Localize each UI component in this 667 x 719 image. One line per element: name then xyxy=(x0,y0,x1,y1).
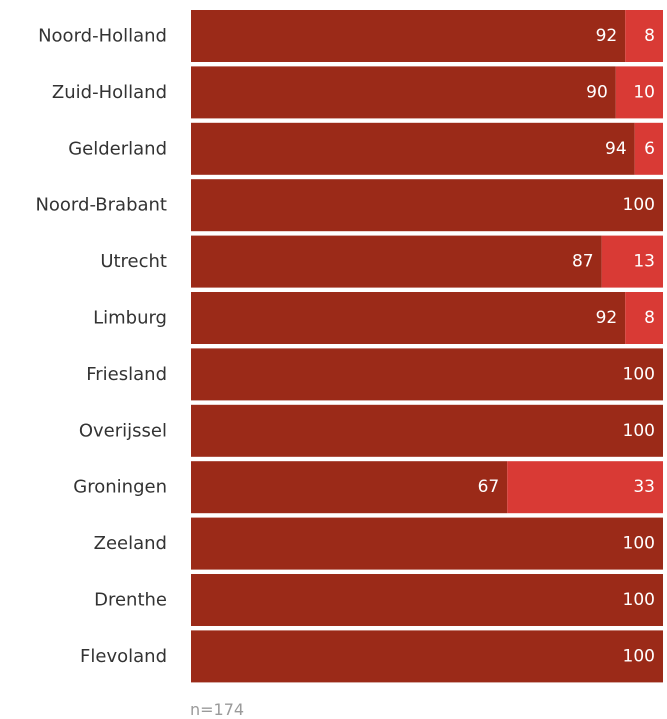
category-label: Groningen xyxy=(73,477,167,498)
bar-segment-1 xyxy=(191,574,663,626)
category-label: Zeeland xyxy=(94,533,167,554)
data-label: 100 xyxy=(623,364,655,384)
data-label: 87 xyxy=(572,252,594,272)
bar-segment-1 xyxy=(191,630,663,683)
bar-segment-1 xyxy=(191,179,663,232)
category-label: Limburg xyxy=(93,308,167,329)
bar-segment-2 xyxy=(507,461,663,514)
category-label: Gelderland xyxy=(68,138,167,159)
data-label: 10 xyxy=(633,82,655,102)
data-label: 100 xyxy=(623,421,655,441)
data-label: 8 xyxy=(644,26,655,46)
data-label: 90 xyxy=(586,82,608,102)
data-label: 100 xyxy=(623,590,655,610)
data-label: 6 xyxy=(644,139,655,159)
data-label: 13 xyxy=(633,252,655,272)
category-label: Overijssel xyxy=(79,420,167,441)
data-label: 100 xyxy=(623,646,655,666)
category-label: Noord-Brabant xyxy=(35,195,167,216)
bar-segment-1 xyxy=(191,235,602,288)
data-label: 100 xyxy=(623,534,655,554)
data-label: 33 xyxy=(633,477,655,497)
bar-segment-1 xyxy=(191,404,663,457)
sample-size-note: n=174 xyxy=(190,700,245,719)
data-label: 92 xyxy=(596,308,618,328)
bar-segment-1 xyxy=(191,517,663,570)
category-label: Friesland xyxy=(86,364,167,385)
bar-segment-1 xyxy=(191,292,626,344)
data-label: 67 xyxy=(478,477,500,497)
bar-segment-2 xyxy=(625,10,663,62)
bar-segment-2 xyxy=(615,66,663,119)
bar-segment-2 xyxy=(625,292,663,344)
bar-segment-1 xyxy=(191,122,635,175)
bar-segment-1 xyxy=(191,10,626,62)
bar-segment-1 xyxy=(191,461,508,514)
category-label: Zuid-Holland xyxy=(52,82,167,103)
data-label: 8 xyxy=(644,308,655,328)
category-label: Noord-Holland xyxy=(38,26,167,47)
category-label: Flevoland xyxy=(80,646,167,667)
bar-segment-2 xyxy=(601,235,663,288)
bar-segment-1 xyxy=(191,66,616,119)
data-label: 92 xyxy=(596,26,618,46)
data-label: 94 xyxy=(605,139,627,159)
data-label: 100 xyxy=(623,195,655,215)
bar-segment-1 xyxy=(191,348,663,401)
bar-segment-2 xyxy=(634,122,663,175)
category-label: Drenthe xyxy=(94,590,167,611)
category-label: Utrecht xyxy=(100,251,167,272)
